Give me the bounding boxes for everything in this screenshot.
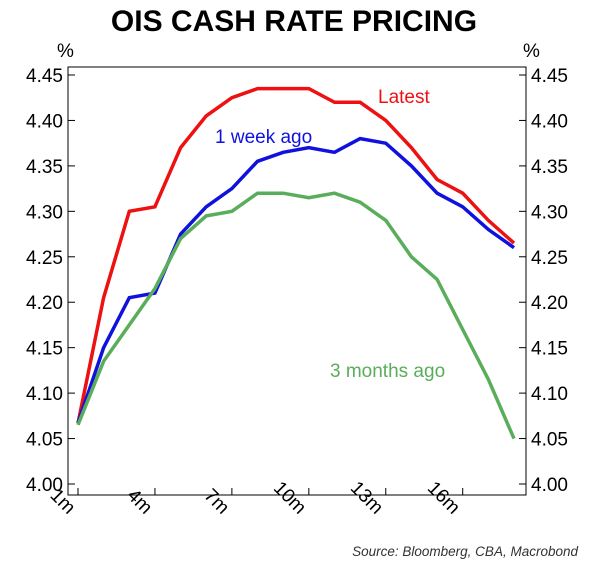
series-label-3-months-ago: 3 months ago [330, 361, 445, 382]
series-line-1-week-ago [76, 136, 516, 424]
right-axis-unit: % [523, 41, 540, 62]
y-tick-label-left: 4.10 [26, 384, 63, 405]
y-tick-label-left: 4.05 [26, 430, 63, 451]
y-tick-label-left: 4.35 [26, 157, 63, 178]
y-tick-label-left: 4.20 [26, 293, 63, 314]
y-tick-label-right: 4.05 [531, 430, 568, 451]
y-tick-label-left: 4.45 [26, 66, 63, 87]
x-tick-label: 4m [123, 485, 157, 519]
y-tick-label-right: 4.20 [531, 293, 568, 314]
y-tick-label-left: 4.40 [26, 111, 63, 132]
y-tick-label-right: 4.00 [531, 475, 568, 496]
y-tick-label-right: 4.45 [531, 66, 568, 87]
series-line-latest [76, 86, 516, 424]
x-tick-label: 13m [346, 478, 387, 519]
x-tick-label: 7m [200, 485, 234, 519]
y-tick-label-left: 4.25 [26, 248, 63, 269]
series-label-1-week-ago: 1 week ago [215, 127, 312, 148]
y-tick-label-left: 4.15 [26, 339, 63, 360]
series-lines [76, 86, 516, 440]
y-tick-label-right: 4.40 [531, 111, 568, 132]
plot-frame [67, 66, 527, 496]
x-tick-label: 16m [423, 478, 464, 519]
y-tick-label-right: 4.10 [531, 384, 568, 405]
left-axis-unit: % [57, 41, 74, 62]
y-tick-label-right: 4.15 [531, 339, 568, 360]
x-tick-label: 10m [269, 478, 310, 519]
y-tick-label-right: 4.35 [531, 157, 568, 178]
series-label-latest: Latest [378, 87, 430, 108]
chart-title: OIS CASH RATE PRICING [111, 5, 477, 38]
y-tick-label-right: 4.30 [531, 202, 568, 223]
y-tick-label-right: 4.25 [531, 248, 568, 269]
series-line-3-months-ago [76, 191, 516, 440]
source-note: Source: Bloomberg, CBA, Macrobond [352, 544, 578, 559]
y-tick-label-left: 4.00 [26, 475, 63, 496]
y-tick-label-left: 4.30 [26, 202, 63, 223]
